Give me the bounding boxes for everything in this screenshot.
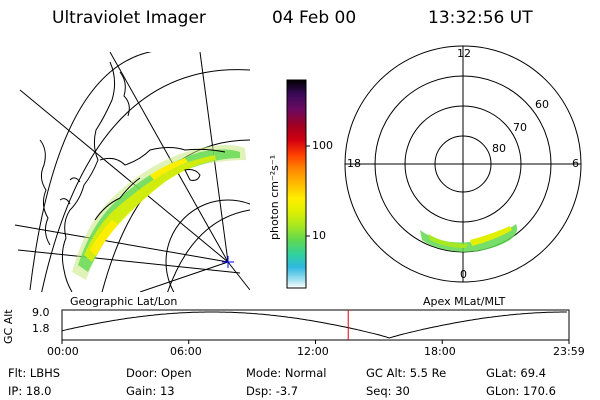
colorbar-tick-100: 100 xyxy=(312,139,333,152)
status-dsp: Dsp: -3.7 xyxy=(246,384,299,398)
status-glat: GLat: 69.4 xyxy=(486,366,547,380)
mlt-label-6: 6 xyxy=(572,157,579,170)
xtick-12-00: 12:00 xyxy=(297,345,329,358)
geo-coastline xyxy=(119,71,130,117)
header-time: 13:32:56 UT xyxy=(428,8,533,28)
geo-coastline xyxy=(59,198,71,205)
geo-longitude-line xyxy=(14,224,229,263)
mlat-label-60: 60 xyxy=(535,98,549,111)
mlt-label-0: 0 xyxy=(460,268,467,281)
geo-coastline xyxy=(61,61,116,292)
xtick-06-00: 06:00 xyxy=(170,345,202,358)
status-gc-alt: GC Alt: 5.5 Re xyxy=(366,366,447,380)
altitude-plot-frame xyxy=(61,309,570,341)
mlt-label-18: 18 xyxy=(347,157,361,170)
geo-longitude-line xyxy=(19,89,229,263)
instrument-title: Ultraviolet Imager xyxy=(52,8,206,28)
polar-aurora xyxy=(420,224,518,252)
altitude-plot xyxy=(61,309,570,344)
status-mode: Mode: Normal xyxy=(246,366,327,380)
geo-panel-caption: Geographic Lat/Lon xyxy=(70,295,178,308)
status-ip: IP: 18.0 xyxy=(8,384,52,398)
geo-island xyxy=(184,169,201,181)
status-seq: Seq: 30 xyxy=(366,384,410,398)
xtick-18-00: 18:00 xyxy=(424,345,456,358)
status-gain: Gain: 13 xyxy=(126,384,175,398)
status-door: Door: Open xyxy=(126,366,192,380)
status-filter: Flt: LBHS xyxy=(8,366,61,380)
geo-latitude-circle xyxy=(165,199,250,292)
polar-plot xyxy=(344,45,582,283)
geo-aurora xyxy=(72,145,246,280)
mlat-label-80: 80 xyxy=(492,142,506,155)
geo-coastline xyxy=(69,177,81,183)
geographic-map xyxy=(14,52,250,292)
geo-coastline xyxy=(94,177,141,221)
xtick-23-59: 23:59 xyxy=(553,345,585,358)
geo-longitude-line xyxy=(227,261,250,291)
colorbar xyxy=(286,79,307,289)
geo-longitude-line xyxy=(109,52,229,263)
altitude-curve xyxy=(61,311,567,339)
colorbar-unit-label: photon cm⁻²s⁻¹ xyxy=(268,154,281,240)
geo-latitude-line xyxy=(167,209,250,292)
altitude-ytick-1-8: 1.8 xyxy=(32,322,50,335)
altitude-ytick-9: 9.0 xyxy=(32,306,50,319)
mlt-label-12: 12 xyxy=(457,47,471,60)
geo-coastline xyxy=(99,147,226,166)
altitude-ylabel: GC Alt xyxy=(2,309,15,344)
polar-panel-caption: Apex MLat/MLT xyxy=(423,295,506,308)
header-date: 04 Feb 00 xyxy=(272,8,357,28)
geo-latitude-line xyxy=(41,69,250,292)
status-glon: GLon: 170.6 xyxy=(486,384,556,398)
xtick-00-00: 00:00 xyxy=(47,345,79,358)
mlat-label-70: 70 xyxy=(513,121,527,134)
geo-longitude-line xyxy=(139,261,229,292)
colorbar-tick-10: 10 xyxy=(312,229,326,242)
geo-coastline xyxy=(39,139,51,246)
